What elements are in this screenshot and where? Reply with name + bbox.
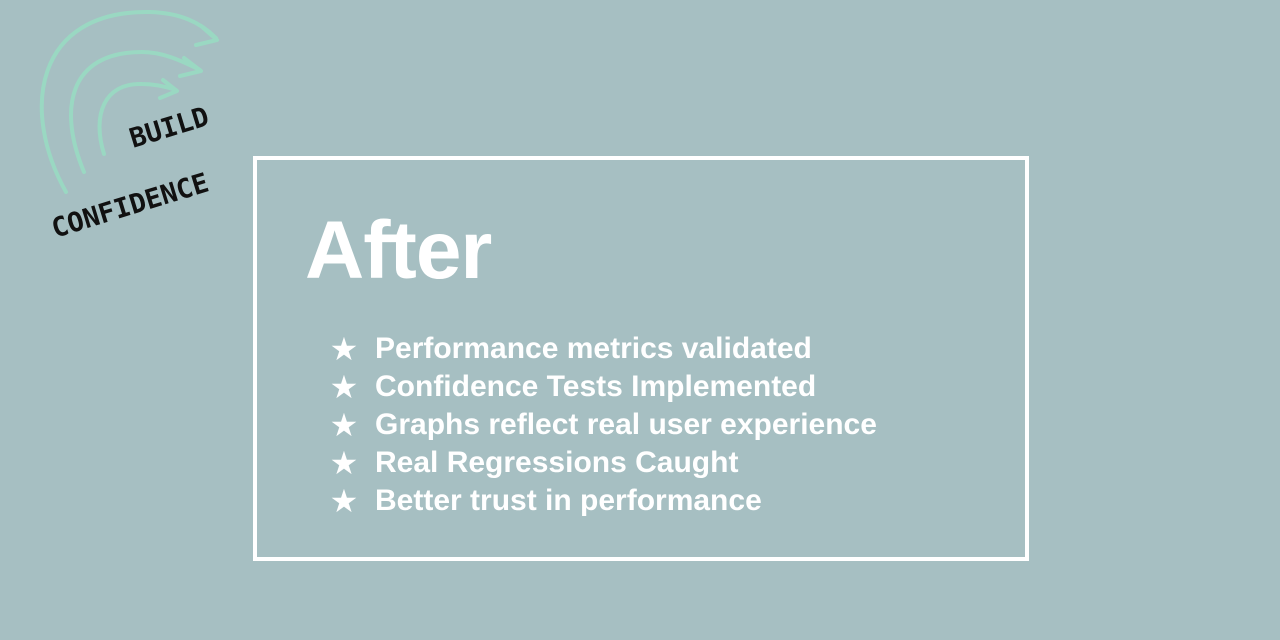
star-icon: ★ <box>329 482 359 520</box>
logo-confidence-text: CONFIDENCE <box>48 168 213 245</box>
bullet-list: ★ Performance metrics validated ★ Confid… <box>327 330 877 520</box>
slide-title: After <box>305 205 492 296</box>
bullet-text: Real Regressions Caught <box>375 446 739 479</box>
bullet-text: Better trust in performance <box>375 484 762 517</box>
bullet-item: ★ Better trust in performance <box>327 482 877 520</box>
bullet-item: ★ Confidence Tests Implemented <box>327 368 877 406</box>
slide-frame: After ★ Performance metrics validated ★ … <box>253 156 1029 561</box>
star-icon: ★ <box>329 330 359 368</box>
build-confidence-logo: BUILD CONFIDENCE <box>30 0 260 250</box>
bullet-item: ★ Performance metrics validated <box>327 330 877 368</box>
bullet-text: Confidence Tests Implemented <box>375 370 817 403</box>
star-icon: ★ <box>329 368 359 406</box>
curved-arrows-icon <box>39 9 219 194</box>
build-confidence-logo-graphic: BUILD CONFIDENCE <box>39 9 219 245</box>
bullet-text: Performance metrics validated <box>375 332 812 365</box>
star-icon: ★ <box>329 444 359 482</box>
bullet-item: ★ Real Regressions Caught <box>327 444 877 482</box>
star-icon: ★ <box>329 406 359 444</box>
logo-build-text: BUILD <box>126 101 213 154</box>
bullet-item: ★ Graphs reflect real user experience <box>327 406 877 444</box>
bullet-text: Graphs reflect real user experience <box>375 408 877 441</box>
